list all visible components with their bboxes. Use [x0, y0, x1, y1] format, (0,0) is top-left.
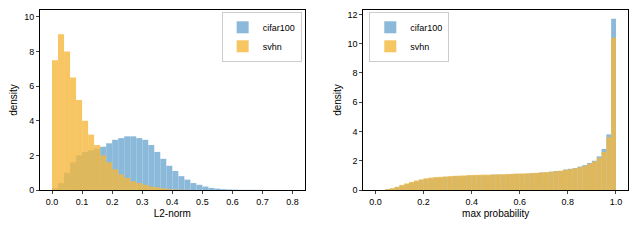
svg-text:6: 6 — [353, 97, 358, 107]
svg-text:1.0: 1.0 — [610, 197, 623, 207]
svg-text:8: 8 — [29, 47, 34, 57]
svg-text:svhn: svhn — [263, 42, 282, 52]
svg-text:L2-norm: L2-norm — [154, 208, 191, 219]
svg-text:max probability: max probability — [462, 208, 529, 219]
svg-text:density: density — [8, 84, 19, 116]
svg-text:0.2: 0.2 — [106, 197, 119, 207]
svg-text:svhn: svhn — [410, 42, 429, 52]
svg-text:2: 2 — [353, 156, 358, 166]
svg-text:0.3: 0.3 — [136, 197, 149, 207]
svg-text:12: 12 — [348, 10, 358, 20]
svg-text:0.4: 0.4 — [465, 197, 478, 207]
svg-text:10: 10 — [348, 39, 358, 49]
svg-text:0.8: 0.8 — [286, 197, 299, 207]
svg-text:0.0: 0.0 — [369, 197, 382, 207]
svg-text:0.6: 0.6 — [226, 197, 239, 207]
svg-text:0.8: 0.8 — [562, 197, 575, 207]
svg-text:0.5: 0.5 — [196, 197, 209, 207]
svg-text:0.2: 0.2 — [417, 197, 430, 207]
svg-text:8: 8 — [353, 68, 358, 78]
svg-text:10: 10 — [24, 12, 34, 22]
svg-text:cifar100: cifar100 — [410, 23, 442, 33]
svg-text:cifar100: cifar100 — [263, 23, 295, 33]
svg-text:0.7: 0.7 — [256, 197, 269, 207]
svg-text:4: 4 — [353, 127, 358, 137]
svg-text:4: 4 — [29, 116, 34, 126]
svg-text:0.0: 0.0 — [46, 197, 59, 207]
svg-text:0.4: 0.4 — [166, 197, 179, 207]
svg-text:density: density — [332, 84, 343, 116]
svg-text:0.1: 0.1 — [76, 197, 89, 207]
svg-text:0: 0 — [353, 185, 358, 195]
svg-text:6: 6 — [29, 81, 34, 91]
svg-text:0.6: 0.6 — [513, 197, 526, 207]
svg-text:2: 2 — [29, 151, 34, 161]
svg-text:0: 0 — [29, 185, 34, 195]
